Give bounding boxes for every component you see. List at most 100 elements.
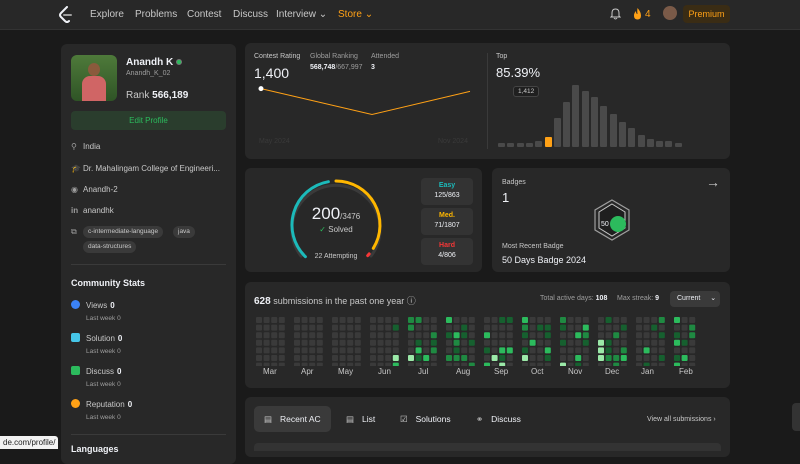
heatmap-cell[interactable]	[354, 347, 361, 354]
heatmap-cell[interactable]	[598, 355, 604, 361]
histogram-bar[interactable]	[498, 142, 505, 147]
heatmap-cell[interactable]	[522, 339, 528, 346]
heatmap-cell[interactable]	[278, 332, 285, 339]
heatmap-cell[interactable]	[453, 339, 460, 346]
heatmap-cell[interactable]	[605, 339, 612, 346]
heatmap-cell[interactable]	[598, 324, 604, 331]
heatmap-cell[interactable]	[415, 324, 422, 331]
heatmap-cell[interactable]	[370, 355, 376, 361]
heatmap-cell[interactable]	[522, 355, 528, 361]
heatmap-cell[interactable]	[484, 324, 490, 331]
heatmap-cell[interactable]	[522, 317, 528, 323]
heatmap-cell[interactable]	[529, 355, 536, 361]
heatmap-cell[interactable]	[658, 332, 665, 339]
heatmap-cell[interactable]	[643, 339, 650, 346]
heatmap-cell[interactable]	[605, 347, 612, 354]
heatmap-cell[interactable]	[567, 332, 574, 339]
heatmap-cell[interactable]	[263, 347, 270, 354]
heatmap-cell[interactable]	[613, 317, 620, 323]
heatmap-cell[interactable]	[605, 332, 612, 339]
heatmap-cell[interactable]	[309, 324, 316, 331]
bell-icon[interactable]	[610, 8, 621, 20]
heatmap-cell[interactable]	[613, 362, 620, 366]
heatmap-cell[interactable]	[560, 339, 566, 346]
heatmap-cell[interactable]	[301, 332, 308, 339]
heatmap-cell[interactable]	[453, 355, 460, 361]
heatmap-cell[interactable]	[567, 362, 574, 366]
heatmap-cell[interactable]	[301, 339, 308, 346]
heatmap-cell[interactable]	[339, 347, 346, 354]
heatmap-cell[interactable]	[491, 332, 498, 339]
nav-explore[interactable]: Explore	[90, 9, 124, 20]
heatmap-cell[interactable]	[271, 317, 278, 323]
heatmap-cell[interactable]	[484, 317, 490, 323]
heatmap-cell[interactable]	[278, 317, 285, 323]
fire-icon[interactable]	[633, 8, 642, 20]
heatmap-cell[interactable]	[681, 317, 688, 323]
heatmap-cell[interactable]	[408, 347, 414, 354]
heatmap-cell[interactable]	[408, 339, 414, 346]
heatmap-cell[interactable]	[484, 347, 490, 354]
heatmap-cell[interactable]	[506, 355, 513, 361]
heatmap-cell[interactable]	[506, 324, 513, 331]
heatmap-cell[interactable]	[316, 362, 323, 366]
heatmap-cell[interactable]	[598, 339, 604, 346]
heatmap-cell[interactable]	[294, 355, 300, 361]
heatmap-cell[interactable]	[499, 339, 506, 346]
heatmap-cell[interactable]	[370, 317, 376, 323]
heatmap-cell[interactable]	[582, 324, 589, 331]
heatmap-cell[interactable]	[499, 324, 506, 331]
heatmap-cell[interactable]	[294, 347, 300, 354]
heatmap-cell[interactable]	[446, 332, 452, 339]
heatmap-cell[interactable]	[354, 339, 361, 346]
heatmap-cell[interactable]	[332, 347, 338, 354]
heatmap-cell[interactable]	[415, 355, 422, 361]
heatmap-cell[interactable]	[499, 347, 506, 354]
heatmap-cell[interactable]	[278, 339, 285, 346]
heatmap-cell[interactable]	[575, 347, 582, 354]
heatmap-cell[interactable]	[408, 324, 414, 331]
heatmap-cell[interactable]	[484, 355, 490, 361]
heatmap-cell[interactable]	[392, 339, 399, 346]
heatmap-cell[interactable]	[529, 317, 536, 323]
heatmap-cell[interactable]	[689, 317, 696, 323]
heatmap-cell[interactable]	[430, 339, 437, 346]
heatmap-cell[interactable]	[689, 339, 696, 346]
heatmap-cell[interactable]	[339, 355, 346, 361]
heatmap-cell[interactable]	[506, 317, 513, 323]
heatmap-cell[interactable]	[529, 324, 536, 331]
heatmap-cell[interactable]	[560, 332, 566, 339]
heatmap-cell[interactable]	[294, 317, 300, 323]
heatmap-cell[interactable]	[256, 339, 262, 346]
heatmap-cell[interactable]	[484, 332, 490, 339]
heatmap-cell[interactable]	[689, 324, 696, 331]
heatmap-cell[interactable]	[620, 324, 627, 331]
heatmap-cell[interactable]	[620, 347, 627, 354]
heatmap-cell[interactable]	[354, 332, 361, 339]
heatmap-cell[interactable]	[415, 362, 422, 366]
heatmap-cell[interactable]	[309, 362, 316, 366]
heatmap-cell[interactable]	[377, 355, 384, 361]
heatmap-cell[interactable]	[643, 317, 650, 323]
heatmap-cell[interactable]	[461, 355, 468, 361]
heatmap-cell[interactable]	[506, 347, 513, 354]
heatmap-cell[interactable]	[339, 317, 346, 323]
heatmap-cell[interactable]	[689, 332, 696, 339]
heatmap-cell[interactable]	[332, 362, 338, 366]
heatmap-cell[interactable]	[309, 332, 316, 339]
histogram-bar[interactable]	[572, 85, 580, 147]
heatmap-cell[interactable]	[446, 324, 452, 331]
heatmap-cell[interactable]	[575, 332, 582, 339]
nav-store[interactable]: Store ⌄	[338, 9, 373, 20]
heatmap-cell[interactable]	[491, 355, 498, 361]
histogram-bar[interactable]	[609, 113, 617, 147]
heatmap-cell[interactable]	[461, 324, 468, 331]
heatmap-cell[interactable]	[582, 347, 589, 354]
heatmap-cell[interactable]	[544, 332, 551, 339]
heatmap-cell[interactable]	[658, 355, 665, 361]
heatmap-cell[interactable]	[674, 362, 680, 366]
edit-profile-button[interactable]: Edit Profile	[71, 111, 226, 130]
histogram-bar[interactable]	[665, 140, 673, 147]
heatmap-cell[interactable]	[484, 339, 490, 346]
heatmap-cell[interactable]	[453, 332, 460, 339]
